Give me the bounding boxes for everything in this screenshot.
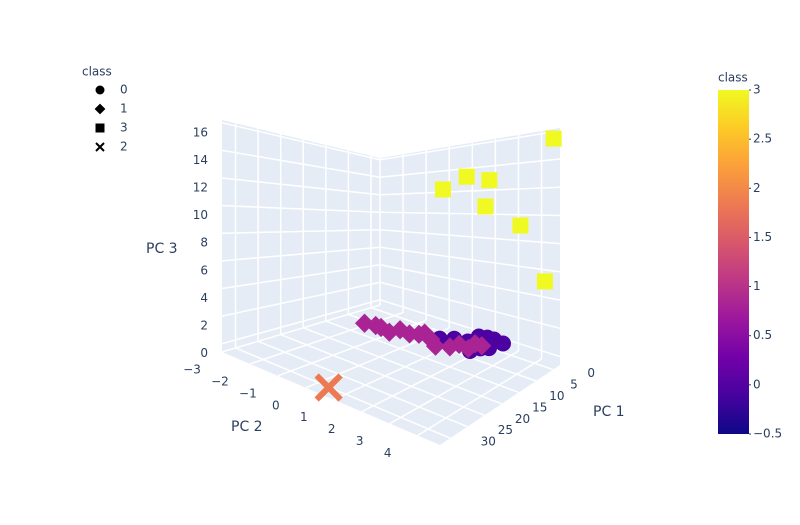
- legend-label: 3: [120, 121, 128, 135]
- legend-label: 0: [120, 83, 128, 97]
- colorbar-tick-label: 1.5: [753, 230, 772, 244]
- x-grid-line: [325, 320, 520, 394]
- z-tick-label: 14: [193, 153, 208, 167]
- data-point: [434, 181, 451, 198]
- x-grid-line: [257, 340, 468, 428]
- x-tick-label: 10: [549, 389, 564, 403]
- z-tick-label: 12: [193, 181, 208, 195]
- y-tick-label: 2: [328, 422, 336, 436]
- data-point: [440, 337, 460, 357]
- z-grid-line: [379, 130, 561, 161]
- z-grid-line: [379, 186, 561, 196]
- colorbar-tick-label: 2: [753, 181, 761, 195]
- z-tick-label: 4: [200, 291, 208, 305]
- z-tick-label: 0: [200, 346, 208, 360]
- z-grid-line: [379, 264, 561, 301]
- z-grid-line: [221, 281, 381, 317]
- z-grid-line: [379, 281, 561, 330]
- y-grid-line: [417, 358, 542, 437]
- y-tick-label: 3: [356, 434, 364, 448]
- data-point: [545, 130, 562, 147]
- z-tick-label: 16: [193, 125, 208, 139]
- z-grid-line: [221, 122, 381, 161]
- data-point: [458, 168, 475, 185]
- data-point: [458, 338, 478, 359]
- y-tick-label: 4: [384, 446, 392, 460]
- legend-label: 2: [120, 140, 128, 154]
- z-tick-label: 8: [200, 236, 208, 250]
- z-grid-line: [379, 158, 561, 178]
- z-tick-label: 6: [200, 263, 208, 277]
- z-grid-line: [221, 177, 381, 196]
- z-grid-line: [379, 299, 561, 358]
- colorbar-tick-label: 1: [753, 279, 761, 293]
- z-grid-line: [221, 264, 381, 290]
- x-tick-label: 20: [515, 412, 530, 426]
- colorbar-tick-label: 3: [753, 83, 761, 97]
- z-tick-label: 2: [200, 319, 208, 333]
- data-point: [477, 198, 494, 215]
- colorbar-tick-label: 0.5: [753, 328, 772, 342]
- z-grid-line: [221, 229, 381, 234]
- legend-symbol: [95, 123, 105, 133]
- scene: [221, 120, 561, 445]
- points: [314, 130, 562, 402]
- x-tick-label: 5: [570, 378, 578, 392]
- x-tick-label: 30: [481, 435, 496, 449]
- y-tick-label: −1: [239, 386, 257, 400]
- z-grid-line: [379, 229, 561, 245]
- data-point: [314, 373, 343, 402]
- x-tick-label: 15: [532, 400, 547, 414]
- y-tick-label: 0: [272, 398, 280, 412]
- x-grid-line: [302, 327, 502, 405]
- legend-label: 1: [120, 102, 128, 116]
- legend-symbol: [94, 103, 106, 115]
- x-grid-line: [235, 347, 451, 439]
- x-tick-label: 0: [587, 366, 595, 380]
- legend-symbol: [95, 142, 105, 152]
- z-axis-title: PC 3: [146, 241, 178, 257]
- colorbar-tick-label: −0.5: [753, 427, 782, 441]
- z-grid-line: [221, 299, 381, 345]
- z-tick-label: 10: [193, 208, 208, 222]
- y-tick-label: −3: [183, 363, 201, 377]
- data-point: [472, 336, 492, 356]
- x-tick-label: 25: [498, 423, 513, 437]
- colorbar: [718, 90, 749, 434]
- y-tick-label: −2: [211, 374, 229, 388]
- x-axis-title: PC 1: [593, 404, 625, 420]
- colorbar-tick-label: 0: [753, 377, 761, 391]
- data-point: [536, 273, 553, 290]
- data-point: [425, 336, 446, 356]
- data-point: [512, 217, 529, 234]
- right-wall: [380, 128, 560, 365]
- y-tick-label: 1: [300, 410, 308, 424]
- y-axis-title: PC 2: [231, 419, 263, 435]
- z-grid-line: [379, 211, 561, 217]
- data-point: [481, 172, 498, 189]
- colorbar-tick-label: 2.5: [753, 132, 772, 146]
- colorbar-title: class: [718, 71, 748, 85]
- y-grid-line: [221, 304, 381, 353]
- legend-symbol: [95, 85, 105, 95]
- z-grid-line: [221, 149, 381, 178]
- y-grid-line: [389, 350, 519, 425]
- left-wall: [222, 120, 380, 352]
- z-grid-line: [379, 246, 561, 273]
- legend-title: class: [82, 65, 112, 79]
- z-grid-line: [221, 246, 381, 262]
- z-grid-line: [221, 204, 381, 213]
- x-grid-line: [280, 333, 485, 416]
- data-point: [485, 331, 502, 348]
- data-point: [415, 323, 435, 343]
